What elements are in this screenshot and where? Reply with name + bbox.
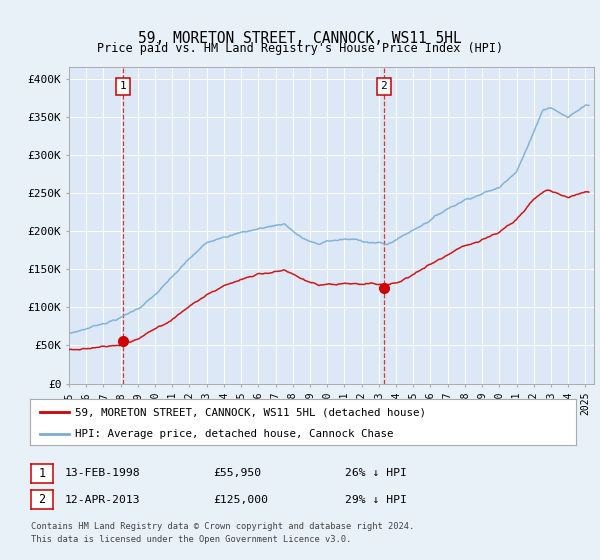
- Text: 1: 1: [38, 466, 46, 480]
- Text: Price paid vs. HM Land Registry's House Price Index (HPI): Price paid vs. HM Land Registry's House …: [97, 42, 503, 55]
- Text: £125,000: £125,000: [213, 494, 268, 505]
- Text: Contains HM Land Registry data © Crown copyright and database right 2024.
This d: Contains HM Land Registry data © Crown c…: [31, 522, 415, 544]
- Text: 2: 2: [380, 81, 387, 91]
- Text: £55,950: £55,950: [213, 468, 261, 478]
- Text: HPI: Average price, detached house, Cannock Chase: HPI: Average price, detached house, Cann…: [75, 429, 393, 438]
- Text: 2: 2: [38, 493, 46, 506]
- Text: 59, MORETON STREET, CANNOCK, WS11 5HL (detached house): 59, MORETON STREET, CANNOCK, WS11 5HL (d…: [75, 407, 426, 417]
- Text: 12-APR-2013: 12-APR-2013: [64, 494, 140, 505]
- Text: 29% ↓ HPI: 29% ↓ HPI: [345, 494, 407, 505]
- Text: 13-FEB-1998: 13-FEB-1998: [64, 468, 140, 478]
- Text: 59, MORETON STREET, CANNOCK, WS11 5HL: 59, MORETON STREET, CANNOCK, WS11 5HL: [138, 31, 462, 45]
- Text: 26% ↓ HPI: 26% ↓ HPI: [345, 468, 407, 478]
- Text: 1: 1: [119, 81, 126, 91]
